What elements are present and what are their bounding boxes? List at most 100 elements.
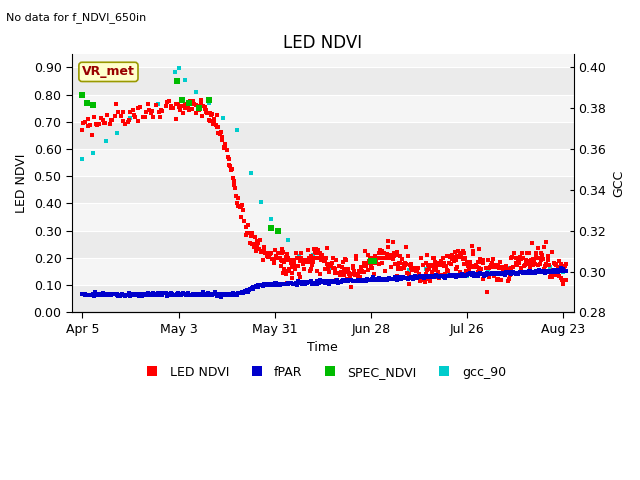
Point [503, 277, 513, 285]
Point [277, 280, 287, 288]
Point [87, 291, 97, 299]
Point [276, 256, 286, 264]
Point [129, 290, 140, 298]
Point [232, 291, 242, 299]
Point [225, 290, 235, 298]
Point [285, 259, 296, 267]
Point [510, 269, 520, 277]
Point [558, 268, 568, 276]
Point [344, 270, 355, 278]
Point [512, 269, 522, 277]
Point [218, 143, 228, 150]
Point [378, 250, 388, 257]
Point [477, 271, 487, 278]
Point [527, 239, 537, 247]
Point [552, 266, 563, 274]
Point [230, 192, 241, 200]
Point [545, 264, 555, 271]
Point [281, 256, 291, 264]
Point [234, 204, 244, 211]
Point [310, 254, 321, 262]
Point [258, 282, 268, 289]
Point [271, 252, 281, 260]
Point [453, 247, 463, 254]
Point [204, 109, 214, 117]
Point [480, 270, 490, 277]
Point [98, 289, 108, 297]
Point [428, 274, 438, 281]
Point [292, 277, 303, 285]
Point [321, 254, 332, 262]
Point [154, 108, 164, 116]
Point [168, 291, 178, 299]
Point [342, 275, 352, 282]
Point [545, 268, 556, 276]
Point [335, 278, 345, 286]
Point [396, 265, 406, 273]
Point [461, 267, 471, 275]
Point [548, 266, 558, 274]
Point [292, 263, 302, 270]
Point [233, 194, 243, 202]
Point [500, 264, 510, 272]
Point [220, 291, 230, 299]
Point [447, 256, 458, 264]
Point [522, 257, 532, 264]
Point [230, 290, 240, 298]
Point [521, 268, 531, 276]
Point [120, 292, 130, 300]
Point [324, 277, 335, 285]
Point [348, 264, 358, 271]
Point [370, 276, 380, 283]
Bar [72, 122, 573, 149]
Point [491, 261, 501, 268]
Point [263, 253, 273, 261]
Point [315, 249, 325, 257]
Point [319, 257, 330, 265]
Point [538, 268, 548, 276]
Point [89, 114, 99, 121]
Point [342, 265, 352, 273]
Point [349, 271, 360, 279]
Point [351, 252, 361, 260]
Point [296, 254, 306, 262]
Point [316, 276, 326, 284]
Point [396, 276, 406, 283]
Point [359, 268, 369, 276]
Point [118, 291, 129, 299]
Point [485, 270, 495, 278]
Point [278, 280, 288, 288]
Point [541, 260, 552, 267]
Point [106, 290, 116, 298]
Point [392, 248, 402, 256]
Point [153, 100, 163, 108]
Point [501, 268, 511, 276]
Point [486, 271, 497, 278]
Point [380, 267, 390, 275]
Point [437, 272, 447, 280]
Point [321, 277, 331, 285]
Point [215, 130, 225, 138]
Point [273, 254, 283, 262]
Point [228, 174, 238, 182]
Point [383, 238, 394, 245]
Point [333, 279, 343, 287]
Point [191, 290, 201, 298]
Point [139, 290, 149, 298]
Point [402, 274, 412, 282]
Point [369, 270, 379, 277]
Point [281, 270, 291, 278]
Point [209, 115, 220, 123]
Point [399, 264, 409, 272]
Point [335, 278, 346, 286]
Point [413, 264, 423, 272]
Point [465, 269, 475, 276]
Point [390, 251, 401, 258]
Point [358, 276, 368, 284]
Point [506, 264, 516, 272]
Point [277, 245, 287, 253]
Point [330, 278, 340, 286]
Point [132, 291, 142, 299]
Point [345, 272, 355, 279]
Point [138, 113, 148, 121]
